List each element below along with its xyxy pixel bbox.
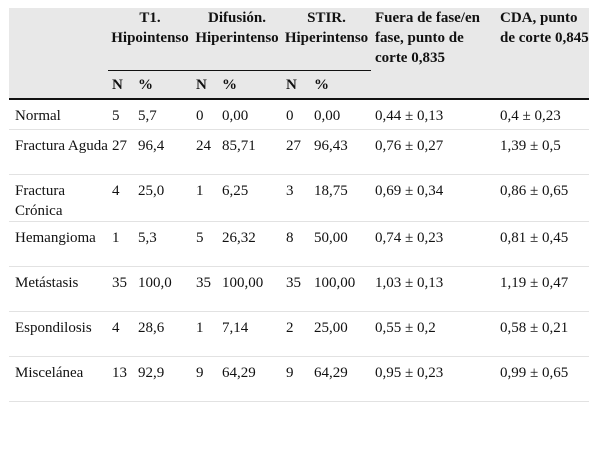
cell-t1-n: 35	[108, 266, 134, 312]
cell-dif-n: 1	[192, 174, 218, 222]
table-row: Miscelánea 13 92,9 9 64,29 9 64,29 0,95 …	[9, 356, 589, 402]
cell-t1-n: 5	[108, 99, 134, 130]
cell-t1-n: 1	[108, 221, 134, 267]
table-row: Hemangioma 1 5,3 5 26,32 8 50,00 0,74 ± …	[9, 221, 589, 267]
header-cda: CDA, punto de corte 0,845	[496, 8, 589, 100]
cell-dif-n: 1	[192, 311, 218, 357]
cell-stir-n: 27	[282, 129, 310, 175]
subheader-blank	[9, 70, 108, 100]
cell-dif-pct: 7,14	[218, 311, 282, 357]
cell-dif-n: 0	[192, 99, 218, 130]
cell-cda: 1,19 ± 0,47	[496, 266, 589, 312]
results-table: T1. Hipointenso Difusión. Hiperintenso S…	[9, 8, 589, 402]
table-header: T1. Hipointenso Difusión. Hiperintenso S…	[9, 8, 589, 100]
cell-t1-n: 27	[108, 129, 134, 175]
cell-stir-pct: 50,00	[310, 221, 371, 267]
row-label: Miscelánea	[9, 356, 108, 402]
subheader-t1-n: N	[108, 70, 134, 100]
cell-dif-n: 24	[192, 129, 218, 175]
header-t1: T1. Hipointenso	[108, 8, 192, 71]
cell-cda: 0,81 ± 0,45	[496, 221, 589, 267]
cell-cda: 0,86 ± 0,65	[496, 174, 589, 222]
cell-t1-pct: 25,0	[134, 174, 192, 222]
header-stir: STIR. Hiperintenso	[282, 8, 371, 71]
cell-fuera: 0,55 ± 0,2	[371, 311, 496, 357]
cell-stir-pct: 0,00	[310, 99, 371, 130]
subheader-t1-pct: %	[134, 70, 192, 100]
cell-dif-n: 9	[192, 356, 218, 402]
subheader-dif-pct: %	[218, 70, 282, 100]
cell-t1-pct: 92,9	[134, 356, 192, 402]
cell-stir-n: 3	[282, 174, 310, 222]
subheader-stir-n: N	[282, 70, 310, 100]
row-label: Metástasis	[9, 266, 108, 312]
cell-dif-pct: 6,25	[218, 174, 282, 222]
row-label: Fractura Crónica	[9, 174, 108, 222]
row-label: Fractura Aguda	[9, 129, 108, 175]
header-t1-line2: Hipointenso	[111, 30, 189, 46]
row-label: Espondilosis	[9, 311, 108, 357]
cell-t1-n: 4	[108, 174, 134, 222]
header-difusion-line1: Difusión.	[208, 10, 266, 26]
cell-t1-pct: 28,6	[134, 311, 192, 357]
table-row: Normal 5 5,7 0 0,00 0 0,00 0,44 ± 0,13 0…	[9, 99, 589, 130]
cell-stir-n: 0	[282, 99, 310, 130]
cell-t1-pct: 5,3	[134, 221, 192, 267]
subheader-stir-pct: %	[310, 70, 371, 100]
cell-dif-pct: 0,00	[218, 99, 282, 130]
cell-stir-pct: 100,00	[310, 266, 371, 312]
cell-fuera: 0,69 ± 0,34	[371, 174, 496, 222]
cell-stir-pct: 25,00	[310, 311, 371, 357]
cell-cda: 0,58 ± 0,21	[496, 311, 589, 357]
subheader-dif-n: N	[192, 70, 218, 100]
header-t1-line1: T1.	[139, 10, 161, 26]
header-difusion: Difusión. Hiperintenso	[192, 8, 282, 71]
cell-stir-n: 8	[282, 221, 310, 267]
cell-t1-n: 13	[108, 356, 134, 402]
cell-fuera: 1,03 ± 0,13	[371, 266, 496, 312]
cell-fuera: 0,44 ± 0,13	[371, 99, 496, 130]
cell-dif-pct: 64,29	[218, 356, 282, 402]
cell-t1-pct: 5,7	[134, 99, 192, 130]
table-row: Metástasis 35 100,0 35 100,00 35 100,00 …	[9, 266, 589, 312]
cell-stir-pct: 18,75	[310, 174, 371, 222]
cell-dif-pct: 85,71	[218, 129, 282, 175]
cell-t1-pct: 100,0	[134, 266, 192, 312]
cell-stir-pct: 64,29	[310, 356, 371, 402]
header-fuera-de-fase: Fuera de fase/en fase, punto de corte 0,…	[371, 8, 496, 100]
row-label: Normal	[9, 99, 108, 130]
header-stir-line2: Hiperintenso	[284, 30, 369, 46]
table-row: Fractura Crónica 4 25,0 1 6,25 3 18,75 0…	[9, 174, 589, 222]
table-row: Espondilosis 4 28,6 1 7,14 2 25,00 0,55 …	[9, 311, 589, 357]
cell-t1-n: 4	[108, 311, 134, 357]
cell-stir-n: 35	[282, 266, 310, 312]
cell-stir-n: 2	[282, 311, 310, 357]
header-difusion-line2: Hiperintenso	[195, 30, 279, 46]
cell-fuera: 0,76 ± 0,27	[371, 129, 496, 175]
cell-stir-pct: 96,43	[310, 129, 371, 175]
cell-cda: 1,39 ± 0,5	[496, 129, 589, 175]
cell-t1-pct: 96,4	[134, 129, 192, 175]
cell-dif-pct: 100,00	[218, 266, 282, 312]
cell-stir-n: 9	[282, 356, 310, 402]
cell-fuera: 0,95 ± 0,23	[371, 356, 496, 402]
cell-fuera: 0,74 ± 0,23	[371, 221, 496, 267]
header-label-blank	[9, 8, 108, 71]
table-row: Fractura Aguda 27 96,4 24 85,71 27 96,43…	[9, 129, 589, 175]
row-label: Hemangioma	[9, 221, 108, 267]
table-body: Normal 5 5,7 0 0,00 0 0,00 0,44 ± 0,13 0…	[9, 99, 589, 402]
cell-cda: 0,99 ± 0,65	[496, 356, 589, 402]
cell-dif-n: 35	[192, 266, 218, 312]
cell-dif-n: 5	[192, 221, 218, 267]
cell-cda: 0,4 ± 0,23	[496, 99, 589, 130]
cell-dif-pct: 26,32	[218, 221, 282, 267]
header-stir-line1: STIR.	[307, 10, 346, 26]
